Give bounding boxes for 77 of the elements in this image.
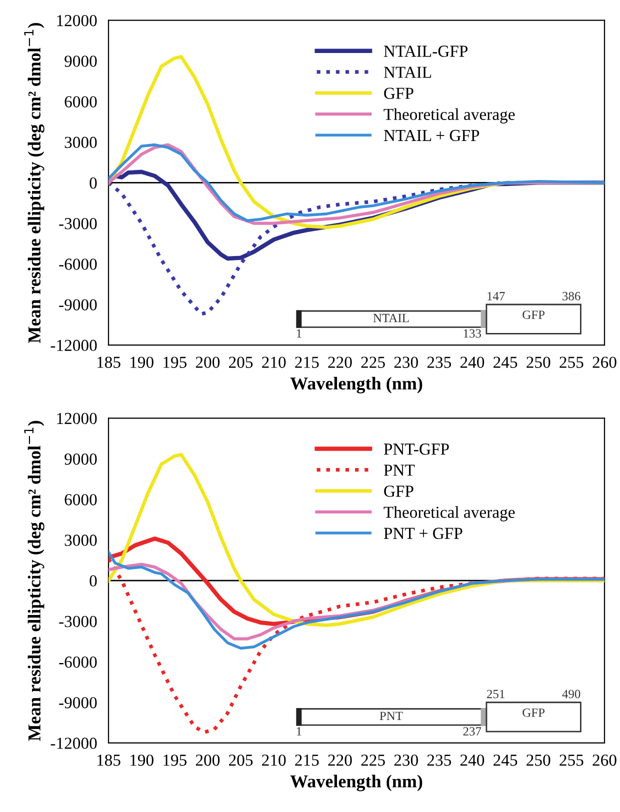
legend-label: Theoretical average [384, 506, 515, 522]
x-tick-label: 200 [196, 754, 220, 766]
x-tick-label: 260 [592, 754, 616, 766]
x-tick-label: 260 [592, 356, 616, 368]
y-tick-label: 12000 [57, 15, 97, 26]
legend-label: GFP [384, 88, 414, 99]
x-tick-label: 240 [460, 356, 484, 368]
y-tick-label: -9000 [59, 697, 97, 708]
legend-label: PNT + GFP [384, 528, 462, 539]
x-tick-label: 195 [164, 356, 186, 368]
legend-label: NTAIL [384, 66, 432, 78]
x-tick-label: 200 [196, 356, 220, 368]
annotation: 133 [464, 329, 482, 338]
x-tick-label: 195 [164, 754, 186, 766]
x-tick-label: 190 [130, 356, 154, 368]
y-tick-label: -3000 [59, 616, 97, 628]
x-tick-label: 220 [328, 356, 352, 368]
x-tick-label: 205 [229, 754, 253, 766]
y-axis-title: Mean residue ellipticity (deg cm² dmol$^{−1}$) [24, 420, 44, 741]
x-tick-label: 245 [494, 356, 518, 368]
y-tick-label: 12000 [57, 412, 97, 424]
legend-label: NTAIL-GFP [384, 46, 468, 57]
x-tick-label: 225 [361, 754, 385, 766]
x-tick-label: 235 [427, 356, 452, 368]
annotation: GFP [522, 310, 545, 319]
x-tick-label: 250 [526, 356, 550, 368]
x-tick-label: 190 [130, 754, 154, 766]
y-tick-label: -6000 [59, 258, 97, 270]
legend-label: NTAIL + GFP [384, 130, 480, 142]
x-tick-label: 250 [526, 754, 550, 766]
x-tick-label: 225 [361, 356, 385, 368]
annotation: 1 [296, 727, 302, 736]
x-tick-label: 245 [494, 754, 518, 766]
x-tick-label: 240 [460, 754, 484, 766]
x-tick-label: 215 [295, 356, 319, 368]
y-tick-label: 9000 [64, 56, 97, 67]
x-tick-label: 230 [394, 754, 418, 766]
legend-label: Theoretical average [384, 108, 515, 124]
x-tick-label: 185 [97, 356, 120, 368]
annotation: 237 [463, 727, 482, 736]
x-tick-label: 185 [97, 754, 120, 766]
legend-label: PNT [384, 464, 415, 476]
y-tick-label: -6000 [59, 656, 97, 668]
annotation: PNT [380, 712, 403, 720]
y-tick-label: 6000 [64, 96, 97, 108]
x-tick-label: 235 [427, 754, 452, 766]
y-tick-label: 0 [90, 575, 97, 587]
line-series [108, 550, 604, 650]
x-tick-label: 205 [229, 356, 253, 368]
x-tick-label: 255 [560, 356, 584, 368]
annotation: 147 [488, 292, 505, 300]
x-tick-label: 210 [262, 754, 286, 766]
y-axis-title: Mean residue ellipticity (deg cm² dmol$^{−1}$) [24, 23, 44, 343]
x-axis-title: Wavelength (nm) [290, 774, 422, 792]
legend-label: GFP [384, 486, 414, 497]
x-axis-title: Wavelength (nm) [290, 376, 422, 394]
y-tick-label: 9000 [64, 453, 97, 465]
x-tick-label: 210 [262, 356, 286, 368]
annotation: 1 [296, 329, 302, 338]
y-tick-label: 3000 [64, 136, 97, 148]
y-tick-label: 0 [90, 177, 97, 189]
annotation: GFP [522, 708, 545, 717]
annotation: NTAIL [373, 314, 409, 322]
y-tick-label: 6000 [64, 494, 97, 506]
annotation: 386 [562, 292, 580, 300]
y-tick-label: -3000 [59, 218, 97, 230]
y-tick-label: -12000 [50, 340, 97, 352]
annotation: 490 [562, 690, 580, 698]
x-tick-label: 215 [295, 754, 319, 766]
x-tick-label: 220 [328, 754, 352, 766]
annotation: 251 [487, 690, 504, 698]
y-tick-label: -9000 [59, 299, 97, 310]
legend-label: PNT-GFP [384, 444, 449, 455]
x-tick-label: 255 [560, 754, 584, 766]
y-tick-label: -12000 [50, 738, 97, 749]
x-tick-label: 230 [394, 356, 418, 368]
y-tick-label: 3000 [64, 534, 97, 546]
